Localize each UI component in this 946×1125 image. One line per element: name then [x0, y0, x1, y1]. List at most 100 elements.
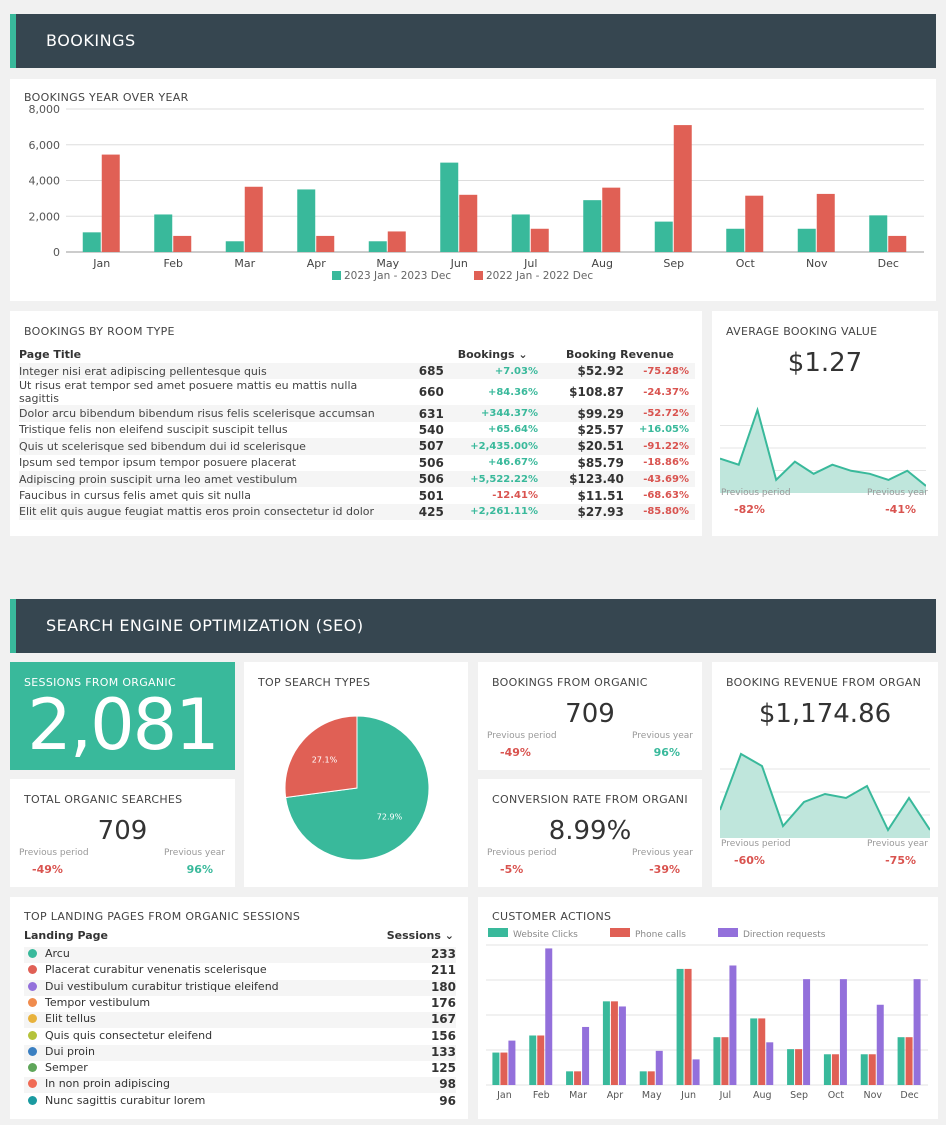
landing-page-label: In non proin adipiscing — [45, 1077, 171, 1091]
bar — [905, 1037, 913, 1085]
list-item[interactable]: Tempor vestibulum 176 — [24, 996, 456, 1012]
list-item[interactable]: In non proin adipiscing 98 — [24, 1077, 456, 1094]
col-sessions-label: Sessions — [386, 929, 441, 942]
sparkline-area — [720, 754, 930, 838]
bar — [173, 235, 192, 252]
prev-year-value: -39% — [649, 863, 680, 876]
bookings-section-header: BOOKINGS — [10, 14, 936, 68]
list-item[interactable]: Placerat curabitur venenatis scelerisque… — [24, 963, 456, 979]
seo-section-header: SEARCH ENGINE OPTIMIZATION (SEO) — [10, 599, 936, 653]
revenue-cell: $123.40 — [538, 470, 624, 488]
booking-revenue-sparkline — [720, 752, 930, 838]
landing-page-label: Elit tellus — [45, 1012, 96, 1026]
table-row[interactable]: Dolor arcu bibendum bibendum risus felis… — [19, 405, 695, 422]
bookings-change-cell: +84.36% — [487, 386, 538, 398]
bar — [726, 228, 745, 252]
x-tick-label: May — [376, 257, 399, 270]
prev-period-label: Previous period — [19, 848, 89, 858]
bar — [897, 1037, 905, 1085]
bar — [225, 241, 244, 252]
x-tick-label: Nov — [863, 1090, 882, 1101]
bar — [574, 1071, 582, 1085]
sessions-value: 125 — [430, 1061, 456, 1076]
list-item[interactable]: Quis quis consectetur eleifend 156 — [24, 1029, 456, 1045]
list-item[interactable]: Semper 125 — [24, 1061, 456, 1077]
list-item[interactable]: Arcu 233 — [24, 947, 456, 963]
bar — [868, 1054, 876, 1085]
legend-label: Phone calls — [635, 930, 686, 940]
card-title: BOOKINGS BY ROOM TYPE — [24, 325, 175, 338]
x-tick-label: Dec — [900, 1090, 918, 1101]
col-sessions[interactable]: Sessions ⌄ — [387, 929, 454, 942]
table-row[interactable]: Tristique felis non eleifend suscipit su… — [19, 422, 695, 438]
prev-period-label: Previous period — [721, 839, 791, 849]
bar — [913, 979, 921, 1085]
list-item[interactable]: Nunc sagittis curabitur lorem 96 — [24, 1094, 456, 1110]
table-row[interactable]: Integer nisi erat adipiscing pellentesqu… — [19, 363, 695, 380]
table-row[interactable]: Adipiscing proin suscipit urna leo amet … — [19, 470, 695, 488]
bar — [244, 186, 263, 252]
section-title: SEARCH ENGINE OPTIMIZATION (SEO) — [46, 616, 364, 635]
sparkline-area — [720, 410, 926, 493]
revenue-change-cell: -52.72% — [623, 405, 695, 422]
x-tick-label: Jul — [719, 1090, 731, 1101]
sort-chevron-icon: ⌄ — [518, 347, 528, 361]
table-row[interactable]: Elit elit quis augue feugiat mattis eros… — [19, 503, 695, 521]
bar — [368, 241, 387, 252]
list-item[interactable]: Elit tellus 167 — [24, 1012, 456, 1029]
list-item[interactable]: Dui vestibulum curabitur tristique eleif… — [24, 979, 456, 996]
page-title-cell: Tristique felis non eleifend suscipit su… — [19, 423, 288, 437]
bar — [154, 214, 173, 252]
card-title: BOOKINGS YEAR OVER YEAR — [24, 91, 189, 104]
bar — [566, 1071, 574, 1085]
bookings-change-cell: -12.41% — [492, 490, 538, 502]
table-row[interactable]: Faucibus in cursus felis amet quis sit n… — [19, 487, 695, 503]
revenue-change-cell: +16.05% — [638, 424, 689, 436]
bookings-yoy-card: BOOKINGS YEAR OVER YEAR 0 2,000 4,000 6,000… — [10, 79, 936, 301]
bookings-cell: 540 — [418, 422, 444, 437]
legend-swatch — [332, 271, 341, 280]
total-organic-searches-card: TOTAL ORGANIC SEARCHES 709 Previous peri… — [10, 779, 235, 887]
x-tick-label: Feb — [164, 257, 183, 270]
x-tick-label: Oct — [828, 1090, 845, 1101]
bookings-change-cell: +2,435.00% — [443, 438, 538, 455]
bookings-change-cell: +344.37% — [443, 405, 538, 422]
table-row[interactable]: Ipsum sed tempor ipsum tempor posuere pl… — [19, 455, 695, 471]
kpi-value: 2,081 — [27, 684, 219, 766]
bar — [639, 1071, 647, 1085]
prev-year-label: Previous year — [632, 848, 693, 858]
bar — [795, 1049, 803, 1085]
conversion-rate-card: CONVERSION RATE FROM ORGANI 8.99% Previo… — [478, 779, 702, 887]
bar — [316, 235, 335, 252]
col-booking-revenue[interactable]: Booking Revenue — [566, 347, 674, 361]
bookings-cell: 425 — [395, 503, 444, 521]
legend-label: Direction requests — [743, 930, 826, 940]
bookings-cell: 660 — [418, 385, 444, 400]
bar — [647, 1071, 655, 1085]
bar — [721, 1037, 729, 1085]
col-landing-page[interactable]: Landing Page — [24, 929, 108, 942]
col-bookings[interactable]: Bookings ⌄ — [396, 345, 538, 363]
slice-label: 27.1% — [312, 756, 338, 765]
bar — [766, 1042, 774, 1085]
bar — [602, 1001, 610, 1085]
legend-dot-icon — [28, 1030, 37, 1040]
bar — [440, 162, 459, 252]
landing-page-label: Dui vestibulum curabitur tristique eleif… — [45, 979, 279, 993]
card-title: CUSTOMER ACTIONS — [492, 910, 612, 923]
customer-actions-card: CUSTOMER ACTIONS Jan Feb Mar Apr May Jun Jul Au… — [478, 897, 938, 1119]
x-tick-label: Nov — [806, 257, 828, 270]
table-row[interactable]: Ut risus erat tempor sed amet posuere ma… — [19, 379, 695, 405]
sessions-value: 176 — [430, 995, 456, 1010]
landing-page-label: Nunc sagittis curabitur lorem — [45, 1093, 206, 1107]
table-row[interactable]: Quis ut scelerisque sed bibendum dui id … — [19, 438, 695, 455]
col-page-title[interactable]: Page Title — [19, 347, 82, 361]
kpi-value: $1,174.86 — [758, 699, 892, 729]
card-title: TOP LANDING PAGES FROM ORGANIC SESSIONS — [24, 910, 301, 923]
bar — [816, 193, 835, 252]
card-title: BOOKING REVENUE FROM ORGAN — [726, 676, 922, 689]
revenue-cell: $25.57 — [577, 422, 624, 437]
bookings-cell: 501 — [418, 488, 444, 503]
prev-period-label: Previous period — [487, 848, 557, 858]
list-item[interactable]: Dui proin 133 — [24, 1044, 456, 1061]
